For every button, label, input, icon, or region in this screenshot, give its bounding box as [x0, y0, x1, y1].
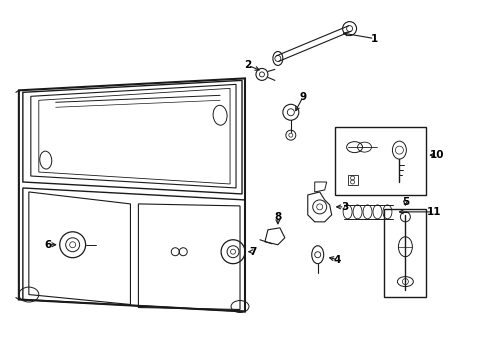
Text: 3: 3	[340, 202, 347, 212]
Text: 2: 2	[244, 60, 251, 71]
Text: 4: 4	[333, 255, 341, 265]
Bar	[334, 127, 426, 195]
Text: 11: 11	[426, 207, 441, 217]
Text: 7: 7	[249, 247, 256, 257]
Text: 9: 9	[299, 92, 305, 102]
Text: 8: 8	[274, 212, 281, 222]
Bar	[384, 209, 426, 297]
Text: 1: 1	[370, 33, 377, 44]
Text: 10: 10	[429, 150, 444, 160]
Text: 5: 5	[401, 197, 408, 207]
Text: 6: 6	[44, 240, 51, 250]
